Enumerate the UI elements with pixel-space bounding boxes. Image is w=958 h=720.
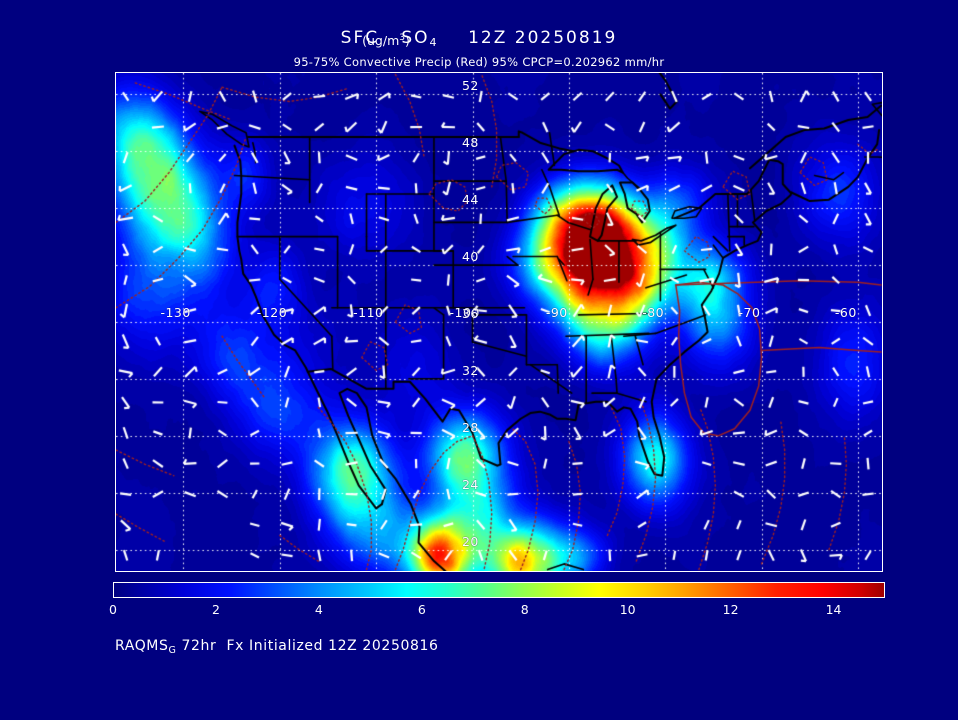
footer-caption: RAQMSG 72hr Fx Initialized 12Z 20250816	[115, 638, 439, 656]
colorbar-tick-label: 0	[109, 602, 117, 617]
footer-prefix: RAQMS	[115, 638, 169, 654]
colorbar-tick-label: 2	[211, 602, 220, 617]
colorbar-tick-label: 6	[417, 602, 426, 617]
colorbar-units-exponent: 3	[399, 33, 405, 43]
colorbar-tick-label: 8	[520, 602, 529, 617]
title-suffix: 12Z 20250819	[438, 28, 618, 48]
chart-title: SFC SO4 12Z 20250819	[0, 28, 958, 49]
colorbar-tick-label: 12	[722, 602, 739, 617]
colorbar-gradient	[113, 582, 885, 598]
chart-subtitle: 95-75% Convective Precip (Red) 95% CPCP=…	[293, 55, 665, 69]
colorbar-tick-label: 10	[619, 602, 636, 617]
footer-suffix: 72hr Fx Initialized 12Z 20250816	[176, 638, 439, 654]
colorbar-units-label: (ug/m3)	[0, 33, 772, 48]
footer-subscript: G	[168, 645, 177, 656]
map-plot-area	[115, 72, 883, 572]
colorbar-units-text: (ug/m	[362, 33, 400, 49]
map-field-canvas	[116, 73, 882, 571]
colorbar-container	[113, 582, 885, 598]
colorbar-tick-label: 14	[825, 602, 842, 617]
colorbar-units-close: )	[404, 33, 410, 49]
title-prefix: SFC SO	[340, 28, 430, 48]
title-subscript: 4	[429, 36, 439, 49]
colorbar-tick-label: 4	[314, 602, 323, 617]
